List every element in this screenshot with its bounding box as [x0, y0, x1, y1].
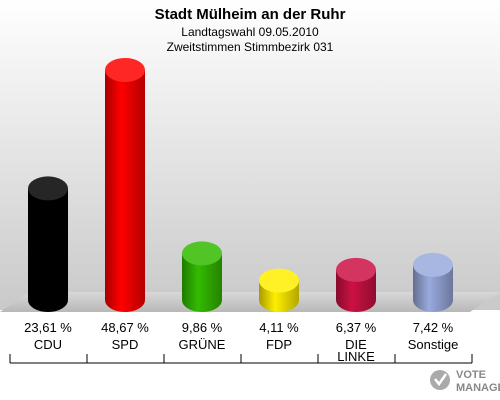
- category-axis: [9, 354, 473, 364]
- vote-manager-logo: VOTE MANAGER: [430, 369, 500, 394]
- bars-group: [28, 58, 453, 312]
- category-label-die-linke-2: LINKE: [337, 349, 375, 364]
- category-label-sonstige: Sonstige: [408, 337, 459, 352]
- chart-subtitle-district: Zweitstimmen Stimmbezirk 031: [167, 40, 334, 54]
- value-label-die-linke: 6,37 %: [336, 320, 377, 335]
- bar-spd: [105, 58, 145, 312]
- category-label-grüne: GRÜNE: [179, 337, 226, 352]
- value-label-grüne: 9,86 %: [182, 320, 223, 335]
- value-label-cdu: 23,61 %: [24, 320, 72, 335]
- bar-die-linke: [336, 257, 376, 312]
- category-label-fdp: FDP: [266, 337, 292, 352]
- labels-group: 23,61 % CDU 48,67 % SPD 9,86 % GRÜNE 4,11 % FDP…: [9, 320, 473, 364]
- value-label-fdp: 4,11 %: [259, 320, 299, 335]
- category-label-spd: SPD: [112, 337, 139, 352]
- svg-text:VOTE: VOTE: [456, 369, 486, 381]
- bar-grüne: [182, 241, 222, 312]
- bar-sonstige: [413, 252, 453, 312]
- value-label-spd: 48,67 %: [101, 320, 149, 335]
- category-label-cdu: CDU: [34, 337, 62, 352]
- label-band: [0, 312, 500, 400]
- svg-text:MANAGER: MANAGER: [456, 382, 500, 394]
- bar-fdp: [259, 268, 299, 312]
- chart-subtitle-date: Landtagswahl 09.05.2010: [181, 25, 319, 39]
- value-label-sonstige: 7,42 %: [413, 320, 454, 335]
- chart-title: Stadt Mülheim an der Ruhr: [155, 6, 346, 23]
- category-label-die-linke-1: DIE: [345, 337, 367, 352]
- bar-cdu: [28, 176, 68, 312]
